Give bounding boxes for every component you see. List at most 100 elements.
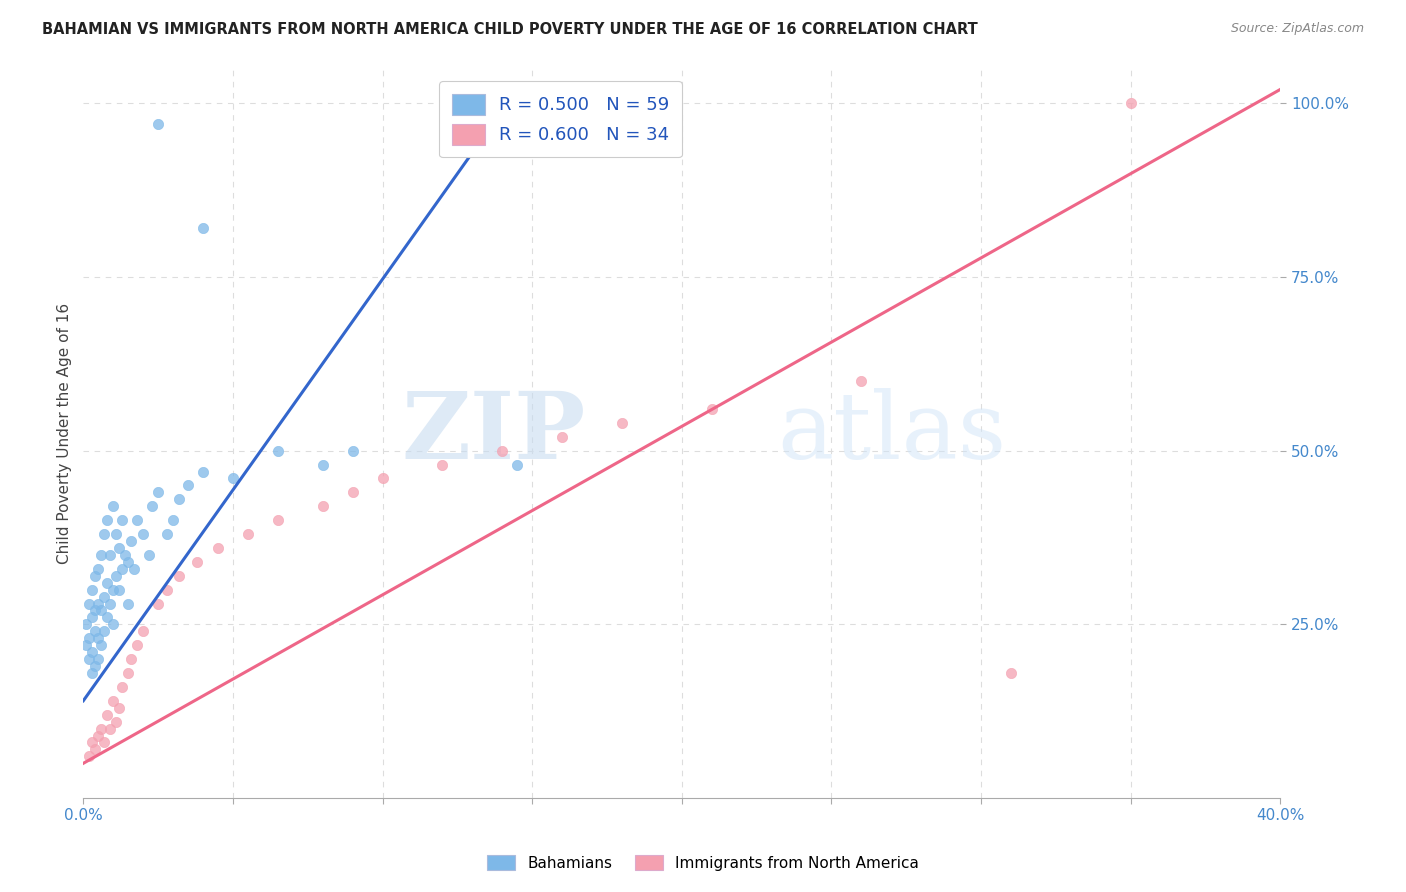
Point (851, 374, 873, 388)
Point (82, 582, 104, 597)
Point (120, 652, 142, 666)
Y-axis label: Child Poverty Under the Age of 16: Child Poverty Under the Age of 16 (58, 302, 72, 564)
Point (103, 617, 125, 632)
Point (77, 632, 100, 646)
Point (98, 597, 121, 611)
Point (87, 632, 110, 646)
Point (93, 527, 115, 541)
Point (177, 478, 200, 492)
Point (138, 548, 160, 562)
Point (132, 624, 155, 639)
Point (90, 548, 112, 562)
Point (1119, 96, 1142, 111)
Point (312, 500, 335, 514)
Point (117, 555, 139, 569)
Point (117, 665, 139, 680)
Text: atlas: atlas (778, 388, 1007, 478)
Point (122, 562, 145, 576)
Point (84, 659, 107, 673)
Point (186, 555, 208, 569)
Point (96, 707, 118, 722)
Point (90, 722, 112, 736)
Point (267, 513, 290, 527)
Point (93, 624, 115, 639)
Point (87, 729, 110, 743)
Text: ZIP: ZIP (402, 388, 586, 478)
Point (93, 735, 115, 749)
Point (87, 562, 110, 576)
Point (93, 590, 115, 604)
Point (103, 500, 125, 514)
Point (105, 527, 128, 541)
Point (167, 568, 190, 582)
Point (117, 597, 139, 611)
Point (312, 458, 335, 472)
Point (77, 597, 100, 611)
Point (432, 458, 454, 472)
Point (114, 548, 136, 562)
Point (111, 513, 134, 527)
Point (700, 401, 723, 416)
Point (156, 527, 179, 541)
Point (127, 638, 149, 652)
Text: Source: ZipAtlas.com: Source: ZipAtlas.com (1230, 22, 1364, 36)
Point (191, 221, 214, 235)
Point (146, 117, 169, 131)
Point (103, 582, 125, 597)
Point (82, 665, 104, 680)
Point (82, 610, 104, 624)
Point (207, 541, 229, 555)
Point (98, 548, 121, 562)
Point (610, 416, 633, 430)
Point (84, 624, 107, 639)
Point (87, 652, 110, 666)
Point (96, 575, 118, 590)
Point (75, 617, 97, 632)
Point (105, 568, 128, 582)
Point (191, 465, 214, 479)
Point (98, 722, 121, 736)
Point (146, 597, 169, 611)
Text: BAHAMIAN VS IMMIGRANTS FROM NORTH AMERICA CHILD POVERTY UNDER THE AGE OF 16 CORR: BAHAMIAN VS IMMIGRANTS FROM NORTH AMERIC… (42, 22, 979, 37)
Point (120, 533, 142, 548)
Point (108, 541, 131, 555)
Point (342, 443, 364, 458)
Point (84, 742, 107, 756)
Point (141, 500, 163, 514)
Point (342, 485, 364, 500)
Point (127, 513, 149, 527)
Point (103, 694, 125, 708)
Point (222, 471, 245, 485)
Point (90, 603, 112, 617)
Point (267, 443, 290, 458)
Point (167, 492, 190, 507)
Point (108, 582, 131, 597)
Point (111, 562, 134, 576)
Point (90, 638, 112, 652)
Point (96, 610, 118, 624)
Point (236, 527, 259, 541)
Point (156, 582, 179, 597)
Point (96, 513, 118, 527)
Point (491, 443, 513, 458)
Point (84, 568, 107, 582)
Point (551, 430, 574, 444)
Point (84, 603, 107, 617)
Point (108, 700, 131, 714)
Point (87, 597, 110, 611)
Point (82, 735, 104, 749)
Legend: R = 0.500   N = 59, R = 0.600   N = 34: R = 0.500 N = 59, R = 0.600 N = 34 (440, 81, 682, 157)
Point (75, 638, 97, 652)
Point (506, 458, 529, 472)
Point (111, 680, 134, 694)
Legend: Bahamians, Immigrants from North America: Bahamians, Immigrants from North America (478, 846, 928, 880)
Point (1000, 665, 1022, 680)
Point (162, 513, 184, 527)
Point (105, 714, 128, 729)
Point (77, 749, 100, 764)
Point (82, 645, 104, 659)
Point (371, 471, 394, 485)
Point (77, 652, 100, 666)
Point (146, 485, 169, 500)
Point (132, 527, 155, 541)
